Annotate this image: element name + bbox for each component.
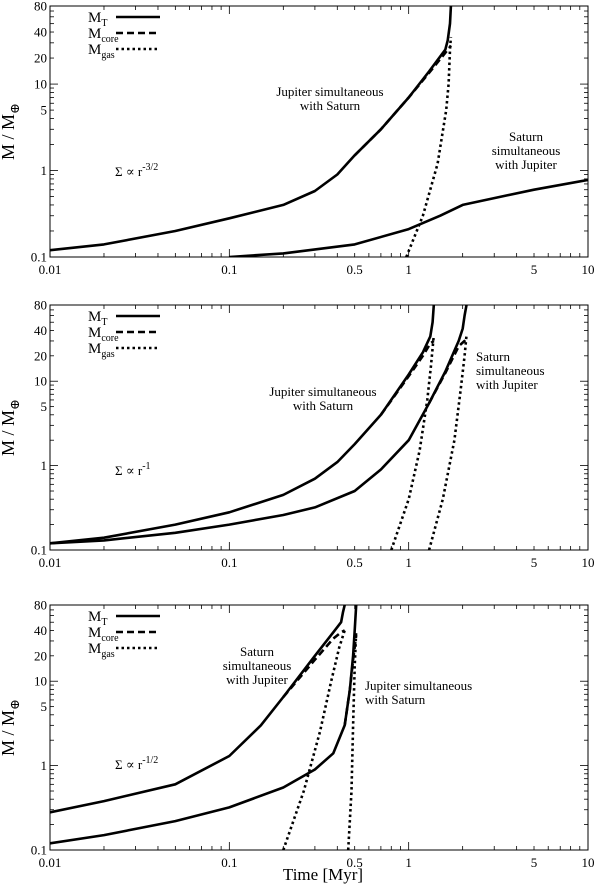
series-dashed-1 <box>282 629 346 698</box>
legend-label: Mcore <box>88 325 119 344</box>
y-tick-label: 80 <box>34 598 47 613</box>
series-dashed-4 <box>427 337 468 404</box>
x-tick-label: 5 <box>531 855 538 870</box>
y-tick-label: 1 <box>41 163 48 178</box>
surface-density-label: Σ ∝ r-3/2 <box>115 162 158 179</box>
legend-label: Mcore <box>88 625 119 644</box>
curve-annotation: Saturn simultaneous with Jupiter <box>476 349 545 392</box>
x-tick-label: 0.1 <box>221 855 237 870</box>
x-tick-label: 0.5 <box>347 555 363 570</box>
series-dashed-4 <box>343 635 358 726</box>
x-tick-label: 0.1 <box>221 262 237 277</box>
y-tick-label: 0.1 <box>31 843 47 858</box>
y-tick-label: 5 <box>41 103 48 118</box>
legend-label: MT <box>88 609 107 628</box>
x-tick-label: 10 <box>582 855 595 870</box>
y-tick-label: 0.1 <box>31 250 47 265</box>
series-dotted-2 <box>390 335 436 550</box>
y-tick-label: 20 <box>34 51 47 66</box>
legend-label: Mgas <box>88 341 115 360</box>
x-tick-label: 1 <box>405 262 412 277</box>
x-tick-label: 1 <box>405 855 412 870</box>
x-tick-label: 5 <box>531 555 538 570</box>
series-dotted-5 <box>427 335 468 550</box>
x-tick-label: 0.1 <box>221 555 237 570</box>
series-dashed-1 <box>353 44 452 157</box>
series-dashed-1 <box>379 339 435 416</box>
y-tick-label: 40 <box>34 25 47 40</box>
surface-density-label: Σ ∝ r-1 <box>115 461 151 478</box>
plot-frame <box>49 5 589 258</box>
series-solid-3 <box>229 178 588 257</box>
x-tick-label: 0.5 <box>347 262 363 277</box>
y-tick-label: 1 <box>41 758 48 773</box>
y-tick-label: 40 <box>34 623 47 638</box>
curve-annotation: Jupiter simultaneous with Saturn <box>276 84 383 113</box>
x-tick-label: 5 <box>531 262 538 277</box>
curve-annotation: Jupiter simultaneous with Saturn <box>365 678 472 707</box>
y-tick-label: 10 <box>34 374 47 389</box>
series-solid-3 <box>50 605 358 845</box>
y-axis-label: M / M⊕ <box>0 699 22 756</box>
x-tick-label: 0.01 <box>39 855 62 870</box>
y-tick-label: 5 <box>41 399 48 414</box>
legend-label: Mgas <box>88 42 115 61</box>
plot-frame <box>49 304 589 551</box>
y-tick-label: 40 <box>34 323 47 338</box>
series-dotted-5 <box>346 630 358 850</box>
y-tick-label: 20 <box>34 348 47 363</box>
x-tick-label: 0.5 <box>347 855 363 870</box>
legend-label: MT <box>88 10 107 29</box>
x-tick-label: 0.01 <box>39 262 62 277</box>
y-tick-label: 10 <box>34 77 47 92</box>
legend-label: Mcore <box>88 26 119 45</box>
legend-label: MT <box>88 309 107 328</box>
y-tick-label: 10 <box>34 674 47 689</box>
curve-annotation: Jupiter simultaneous with Saturn <box>269 384 376 413</box>
series-dotted-2 <box>282 630 346 850</box>
y-tick-label: 0.1 <box>31 543 47 558</box>
plot-frame <box>49 604 589 851</box>
curve-annotation: Saturn simultaneous with Jupiter <box>492 129 561 172</box>
legend-label: Mgas <box>88 641 115 660</box>
y-tick-label: 80 <box>34 298 47 313</box>
x-axis-label: Time [Myr] <box>283 865 363 884</box>
x-tick-label: 10 <box>582 262 595 277</box>
y-axis-label: M / M⊕ <box>0 103 22 160</box>
y-tick-label: 5 <box>41 699 48 714</box>
y-tick-label: 1 <box>41 458 48 473</box>
x-tick-label: 1 <box>405 555 412 570</box>
series-solid-0 <box>50 305 436 545</box>
series-dotted-2 <box>405 36 453 257</box>
y-tick-label: 80 <box>34 0 47 14</box>
y-axis-label: M / M⊕ <box>0 399 22 456</box>
curve-annotation: Saturn simultaneous with Jupiter <box>223 644 292 687</box>
surface-density-label: Σ ∝ r-1/2 <box>115 755 158 772</box>
x-tick-label: 0.01 <box>39 555 62 570</box>
x-tick-label: 10 <box>582 555 595 570</box>
y-tick-label: 20 <box>34 648 47 663</box>
series-solid-3 <box>50 305 468 545</box>
